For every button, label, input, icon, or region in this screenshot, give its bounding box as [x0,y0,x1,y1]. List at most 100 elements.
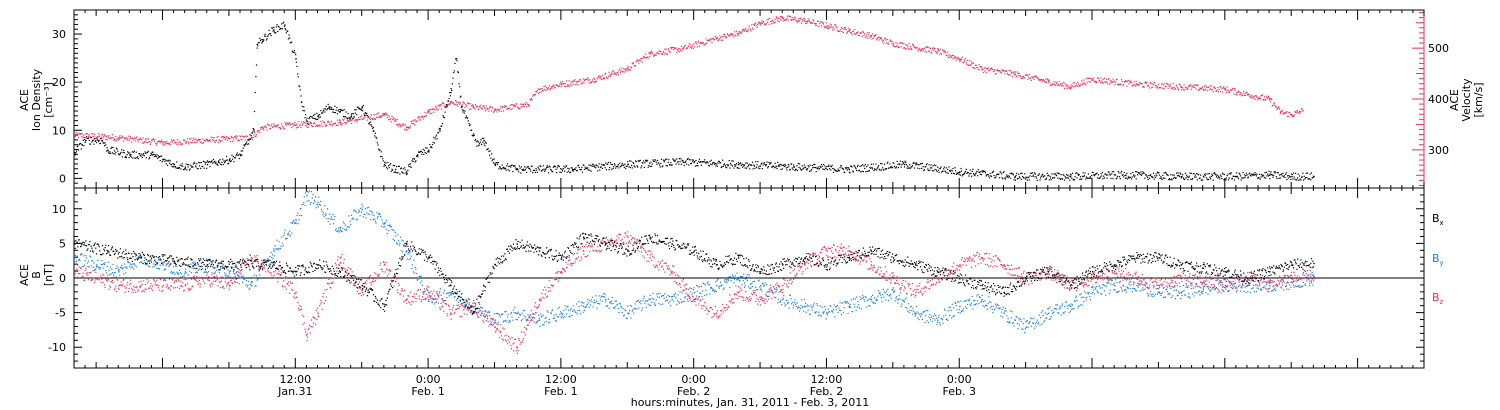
density-series-point [627,163,629,166]
velocity-series-point [74,134,76,136]
density-series-point [428,149,430,151]
bx-series-point [107,250,109,252]
by-series-point [74,257,76,259]
density-series-point [85,139,87,142]
bz-series-point [1180,278,1182,280]
density-series-point [240,154,242,156]
bz-series-point [937,278,939,280]
velocity-series-point [1136,83,1138,86]
density-series-point [439,130,441,132]
velocity-series-point [472,106,474,108]
bz-series-point [649,257,651,259]
by-series-point [306,194,308,197]
x-tick-label-time: 12:00 [545,373,577,386]
by-series-point [516,312,518,314]
bx-series-point [1291,264,1293,266]
density-series-point [295,58,297,60]
by-series-point [1313,278,1315,280]
density-series-point [129,154,131,156]
bx-series-point [1069,284,1072,287]
x-tick-label-date: Feb. 1 [544,385,577,398]
density-series-point [1291,176,1293,178]
bx-series-point [715,264,718,266]
density-series-point [572,168,574,171]
density-series-point [793,166,795,168]
bx-series-point [1003,291,1005,294]
bx-series-point [671,243,673,245]
by-series [74,190,1315,334]
by-series-point [251,284,253,287]
velocity-series-point [892,43,895,45]
density-series-point [516,168,518,171]
by-series-point [1092,291,1094,294]
bx-series-point [870,250,873,252]
bx-series-point [538,250,541,252]
by-series-point [1003,312,1005,314]
bx-series [74,232,1315,315]
top-panel: 0 10 20 30 300 400 500 [52,9,1449,189]
x-tick-label-time: 0:00 [681,373,706,386]
bz-series-point [915,291,917,294]
bz-series-point [317,312,319,314]
velocity-axis-label-line2: Velocity [1460,78,1473,122]
bx-series-point [583,236,585,238]
bz-series-point [1136,278,1138,280]
bx-series-point [782,264,784,266]
bz-series-point [715,312,718,314]
bfield-tick-label: -10 [48,341,66,354]
velocity-series-point [627,68,629,70]
bx-series-point [1158,257,1160,259]
bz-series-point [450,312,452,314]
density-axis-label: ACE Ion Density [cm⁻³] [18,68,55,131]
by-series-point [760,284,762,287]
x-tick-label-date: Feb. 3 [943,385,976,398]
density-series-point [262,38,264,41]
by-series-point [782,298,784,301]
velocity-series-point [1092,78,1094,81]
velocity-series-point [251,137,253,139]
velocity-series-point [1247,93,1249,96]
x-tick-label-time: 12:00 [279,373,311,386]
bz-series-point [339,257,341,259]
bz-series-point [538,298,541,301]
by-series-point [1202,288,1205,290]
x-tick-label-date: Feb. 1 [411,385,444,398]
bx-series-point [361,284,364,287]
bz-series-point [870,264,873,266]
velocity-series-point [1014,73,1016,75]
by-series-point [273,250,275,252]
density-series-point [1313,176,1315,178]
x-axis-title: hours:minutes, Jan. 31, 2011 - Feb. 3, 2… [631,396,870,409]
velocity-series-point [428,111,430,114]
by-series-point [1136,284,1138,287]
bz-series-point [760,298,762,301]
bx-series-point [892,257,895,259]
density-axis-label-line3: [cm⁻³] [42,82,55,118]
velocity-series-point [1069,86,1072,88]
bx-series-point [1025,278,1027,280]
bfield-tick-label: 0 [59,272,66,285]
by-series-point [450,291,452,294]
density-series [74,21,1315,181]
by-series-point [1291,281,1293,283]
by-series-point [406,250,408,252]
legend-by: By [1432,252,1444,267]
velocity-series-point [1047,81,1050,83]
by-series-point [937,319,939,321]
by-series-point [605,298,607,301]
bz-series-point [118,284,120,287]
bx-series-point [693,250,696,252]
by-series-point [892,291,895,294]
bx-series-point [1313,262,1315,265]
bfield-axis-label-line3: [nT] [42,264,55,286]
density-series-point [1069,176,1072,178]
velocity-series-point [594,78,596,81]
bz-series-point [1003,264,1005,266]
velocity-series-point [1291,114,1293,116]
density-axis-label-line1: ACE [18,89,31,111]
velocity-series-point [560,83,563,86]
by-series-point [317,201,319,204]
density-series-point [350,115,352,118]
velocity-series-point [339,121,341,124]
by-series-point [295,222,297,224]
